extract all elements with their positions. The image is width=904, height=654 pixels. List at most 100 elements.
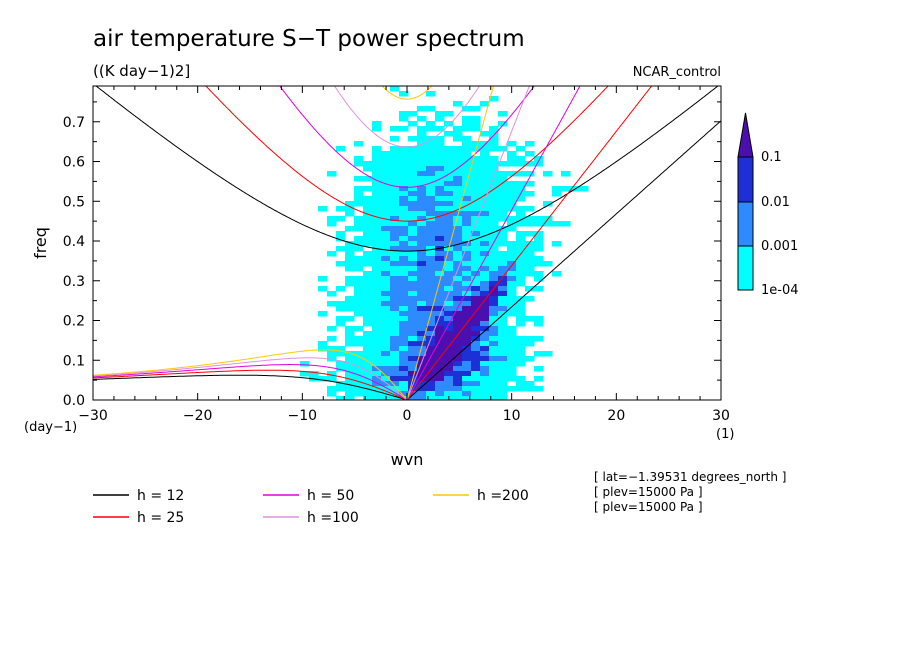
heatmap-cell (462, 166, 472, 172)
heatmap-cell (462, 161, 472, 167)
heatmap-cell (345, 386, 355, 392)
heatmap-cell (399, 276, 409, 282)
heatmap-cell (498, 301, 508, 307)
heatmap-cell (480, 246, 490, 252)
heatmap-cell (336, 321, 346, 327)
heatmap-cell (462, 356, 472, 362)
heatmap-cell (399, 261, 409, 267)
heatmap-cell (444, 161, 454, 167)
heatmap-cell (444, 176, 454, 182)
heatmap-cell (435, 156, 445, 162)
heatmap-cell (363, 231, 373, 237)
heatmap-cell (390, 241, 400, 247)
heatmap-cell (381, 251, 391, 257)
heatmap-cell (345, 306, 355, 312)
heatmap-cell (444, 251, 454, 257)
heatmap-cell (345, 256, 355, 262)
heatmap-cell (390, 291, 400, 297)
heatmap-cell (345, 241, 355, 247)
heatmap-cell (408, 331, 418, 337)
heatmap-cell (381, 276, 391, 282)
heatmap-cell (525, 151, 535, 157)
heatmap-cell (435, 261, 445, 267)
heatmap-cell (480, 141, 490, 147)
heatmap-cell (426, 391, 436, 397)
heatmap-cell (498, 191, 508, 197)
heatmap-cell (435, 386, 445, 392)
x-tick-label: −30 (78, 408, 108, 424)
y-tick-label: 0.4 (63, 234, 85, 250)
heatmap-cell (354, 216, 364, 222)
heatmap-cell (363, 306, 373, 312)
heatmap-cell (471, 116, 481, 122)
heatmap-cell (399, 201, 409, 207)
heatmap-cell (462, 371, 472, 377)
heatmap-cell (390, 326, 400, 332)
heatmap-cell (390, 356, 400, 362)
heatmap-cell (408, 236, 418, 242)
heatmap-cell (390, 151, 400, 157)
heatmap-cell (498, 241, 508, 247)
heatmap-cell (327, 216, 337, 222)
heatmap-cell (507, 311, 517, 317)
heatmap-cell (426, 236, 436, 242)
heatmap-cell (372, 226, 382, 232)
heatmap-cell (480, 146, 490, 152)
heatmap-cell (426, 266, 436, 272)
heatmap-cell (372, 211, 382, 217)
heatmap-cell (381, 196, 391, 202)
heatmap-cell (525, 266, 535, 272)
heatmap-cell (462, 341, 472, 347)
heatmap-cell (489, 391, 499, 397)
heatmap-cell (498, 381, 508, 387)
heatmap-cell (408, 296, 418, 302)
heatmap-cell (408, 201, 418, 207)
colorbar-arrow (737, 112, 754, 158)
heatmap-cell (516, 311, 526, 317)
heatmap-cell (516, 196, 526, 202)
heatmap-cell (480, 366, 490, 372)
heatmap-cell (462, 226, 472, 232)
heatmap-cell (345, 381, 355, 387)
heatmap-cell (417, 241, 427, 247)
heatmap-cell (480, 271, 490, 277)
heatmap-cell (462, 251, 472, 257)
heatmap-cell (435, 316, 445, 322)
heatmap-cell (426, 231, 436, 237)
heatmap-cell (417, 156, 427, 162)
heatmap-cell (462, 246, 472, 252)
heatmap-cell (408, 366, 418, 372)
heatmap-cell (354, 266, 364, 272)
heatmap-cell (390, 196, 400, 202)
heatmap-cell (426, 246, 436, 252)
heatmap-cell (354, 256, 364, 262)
heatmap-cell (489, 256, 499, 262)
heatmap-cell (390, 286, 400, 292)
heatmap-cell (363, 321, 373, 327)
rossby-curve (93, 357, 407, 400)
heatmap-cell (363, 281, 373, 287)
heatmap-cell (480, 216, 490, 222)
heatmap-cell (489, 241, 499, 247)
heatmap-cell (498, 176, 508, 182)
heatmap-cell (444, 181, 454, 187)
heatmap-cell (444, 266, 454, 272)
x-tick-label: 10 (503, 408, 521, 424)
heatmap-cell (381, 156, 391, 162)
heatmap-cell (318, 311, 328, 317)
heatmap-cell (471, 241, 481, 247)
heatmap-cell (453, 166, 463, 172)
heatmap-cell (354, 381, 364, 387)
heatmap-cell (516, 211, 526, 217)
heatmap-cell (534, 221, 544, 227)
heatmap-cell (507, 186, 517, 192)
heatmap-cell (417, 336, 427, 342)
heatmap-cell (453, 236, 463, 242)
heatmap-cell (372, 216, 382, 222)
heatmap-cell (336, 366, 346, 372)
heatmap-cell (336, 396, 346, 400)
heatmap-cell (381, 221, 391, 227)
heatmap-cell (543, 171, 553, 177)
heatmap-cell (435, 291, 445, 297)
heatmap-cell (444, 296, 454, 302)
